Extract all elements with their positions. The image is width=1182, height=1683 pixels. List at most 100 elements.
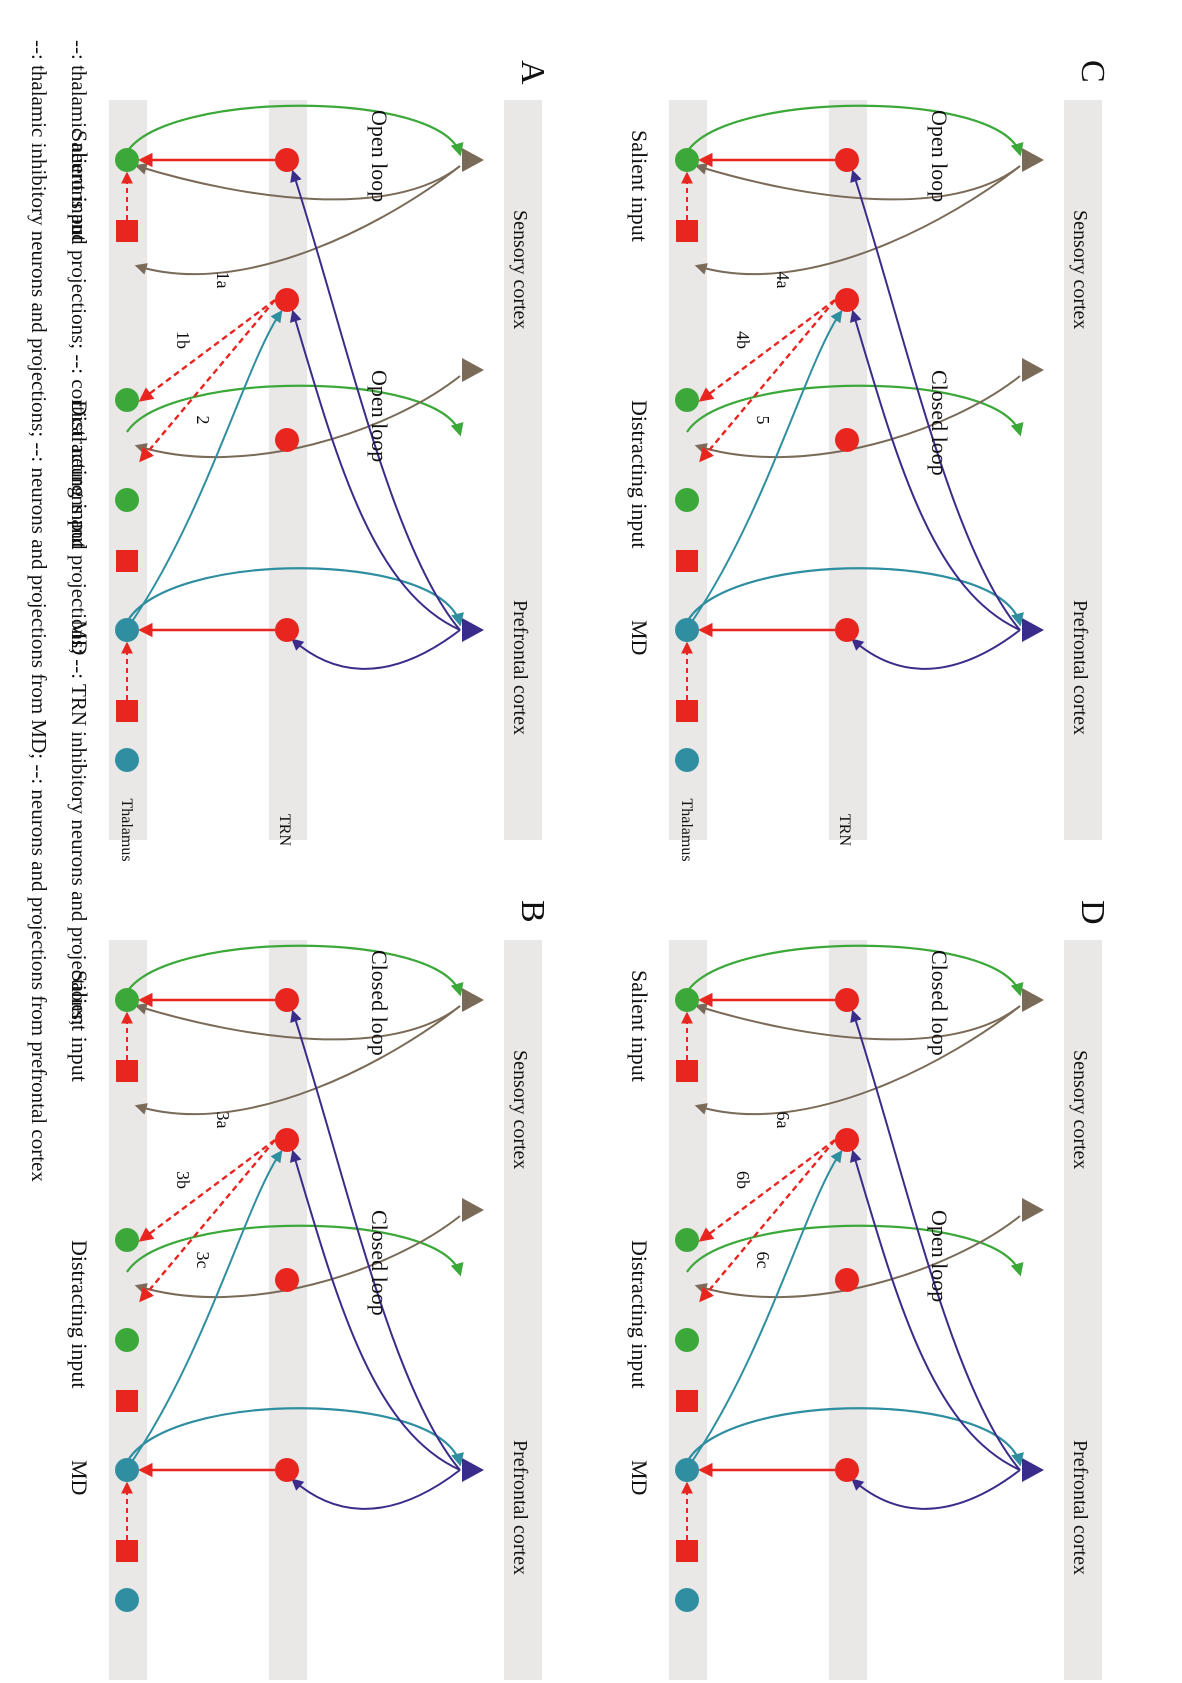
thalamic-inhibitory-3 <box>116 1540 138 1562</box>
loop-label-1: Open loop <box>927 110 952 202</box>
band-trn <box>829 100 867 840</box>
salient-input-label: Salient input <box>627 970 652 1082</box>
trn-inhibit-3 <box>139 299 276 463</box>
trn-neuron-1 <box>275 148 299 172</box>
trn-inhibit-3 <box>699 299 836 463</box>
thalamic-inhibitory-2 <box>116 550 138 572</box>
trn-inhibit-2 <box>698 1139 836 1242</box>
thalamic-inhibitory-2 <box>116 1390 138 1412</box>
thalamic-inhibitory-3 <box>676 1540 698 1562</box>
thalamic-inhibitory-2 <box>676 1390 698 1412</box>
cortico-trn-1 <box>134 1005 461 1116</box>
thalamic-inhibitory-1 <box>116 1060 138 1082</box>
thalamo-cortical-loop-2 <box>126 384 464 437</box>
prefrontal-neuron <box>462 618 484 642</box>
trn-neuron-4 <box>275 618 299 642</box>
cortico-trn-1 <box>694 1005 1021 1116</box>
trn-neuron-4 <box>275 1458 299 1482</box>
prefrontal-to-trn-1 <box>850 169 1021 631</box>
prefrontal-cortex-label: Prefrontal cortex <box>1069 600 1091 735</box>
sensory-cortex-label: Sensory cortex <box>1069 210 1091 329</box>
cortico-trn-1 <box>134 165 461 276</box>
legend-line-1: --: thalamic neurons and projections; --… <box>67 40 91 1026</box>
cortico-thalamic-1 <box>134 1003 461 1041</box>
annotation-3: 2 <box>193 416 213 425</box>
md-label: MD <box>67 620 92 655</box>
band-trn <box>269 940 307 1680</box>
thalamic-neuron-2 <box>675 388 699 412</box>
thalamic-neuron-1 <box>115 148 139 172</box>
annotation-2: 4b <box>733 331 753 349</box>
prefrontal-to-trn-2 <box>289 309 461 631</box>
trn-neuron-1 <box>835 148 859 172</box>
trn-inhibit-3 <box>139 1139 276 1303</box>
thalamo-cortical-loop-1 <box>126 944 464 997</box>
band-thalamus <box>109 940 147 1680</box>
md-neuron-1 <box>115 1458 139 1482</box>
thalamic-neuron-3 <box>115 1328 139 1352</box>
annotation-2: 1b <box>173 331 193 349</box>
prefrontal-to-trn-2 <box>849 1149 1021 1471</box>
trn-neuron-2 <box>835 288 859 312</box>
distracting-input-label: Distracting input <box>627 400 652 548</box>
prefrontal-to-trn-2 <box>849 309 1021 631</box>
cortico-trn-1 <box>694 165 1021 276</box>
trn-neuron-4 <box>835 618 859 642</box>
loop-label-1: Closed loop <box>927 950 952 1056</box>
sensory-cortex-label: Sensory cortex <box>509 1050 531 1169</box>
sensory-neuron-2 <box>1022 358 1044 382</box>
md-cortical-loop <box>686 1407 1024 1467</box>
loop-label-1: Closed loop <box>367 950 392 1056</box>
annotation-1: 6a <box>773 1112 793 1129</box>
thalamic-neuron-3 <box>675 488 699 512</box>
md-neuron-1 <box>675 618 699 642</box>
distracting-input-label: Distracting input <box>67 400 92 548</box>
md-to-trn <box>132 1150 283 1461</box>
thalamo-cortical-loop-1 <box>126 104 464 157</box>
panel-letter: D <box>1074 900 1111 925</box>
loop-label-2: Closed loop <box>367 1210 392 1316</box>
loop-label-2: Open loop <box>927 1210 952 1302</box>
band-trn <box>269 100 307 840</box>
band-labels-layer: TRN Thalamus TRN Thalamus <box>118 798 853 861</box>
sensory-neuron-1 <box>462 148 484 172</box>
panel-letter: C <box>1074 60 1111 83</box>
cortico-thalamic-1 <box>694 1003 1021 1041</box>
band-thalamus <box>109 100 147 840</box>
md-label: MD <box>627 620 652 655</box>
cortico-thalamic-2 <box>694 1215 1021 1299</box>
sensory-neuron-1 <box>1022 148 1044 172</box>
annotation-3: 6c <box>753 1252 773 1269</box>
sensory-neuron-1 <box>462 988 484 1012</box>
annotation-1: 4a <box>773 272 793 289</box>
band-thalamus <box>669 940 707 1680</box>
thalamic-inhibitory-3 <box>676 700 698 722</box>
thalamic-inhibitory-3 <box>116 700 138 722</box>
thalamic-neuron-3 <box>115 488 139 512</box>
annotation-3: 3c <box>193 1252 213 1269</box>
band-thalamus <box>669 100 707 840</box>
prefrontal-cortex-label: Prefrontal cortex <box>1069 1440 1091 1575</box>
annotation-1: 1a <box>213 272 233 289</box>
legend-layer: --: thalamic neurons and projections; --… <box>27 40 91 1182</box>
thalamic-neuron-3 <box>675 1328 699 1352</box>
thalamo-cortical-loop-1 <box>686 944 1024 997</box>
md-neuron-2 <box>675 1588 699 1612</box>
trn-band-label: TRN <box>276 814 293 846</box>
sensory-neuron-2 <box>462 1198 484 1222</box>
md-neuron-1 <box>675 1458 699 1482</box>
prefrontal-cortex-label: Prefrontal cortex <box>509 600 531 735</box>
trn-neuron-1 <box>835 988 859 1012</box>
trn-inhibit-2 <box>138 299 276 402</box>
md-neuron-2 <box>675 748 699 772</box>
md-to-trn <box>692 1150 843 1461</box>
prefrontal-to-trn-3 <box>851 1469 1021 1510</box>
loop-label-1: Open loop <box>367 110 392 202</box>
trn-neuron-3 <box>835 1268 859 1292</box>
annotation-2: 6b <box>733 1171 753 1189</box>
md-to-trn <box>132 310 283 621</box>
legend-line-2: --: thalamic inhibitory neurons and proj… <box>27 40 51 1182</box>
prefrontal-to-trn-1 <box>290 169 461 631</box>
